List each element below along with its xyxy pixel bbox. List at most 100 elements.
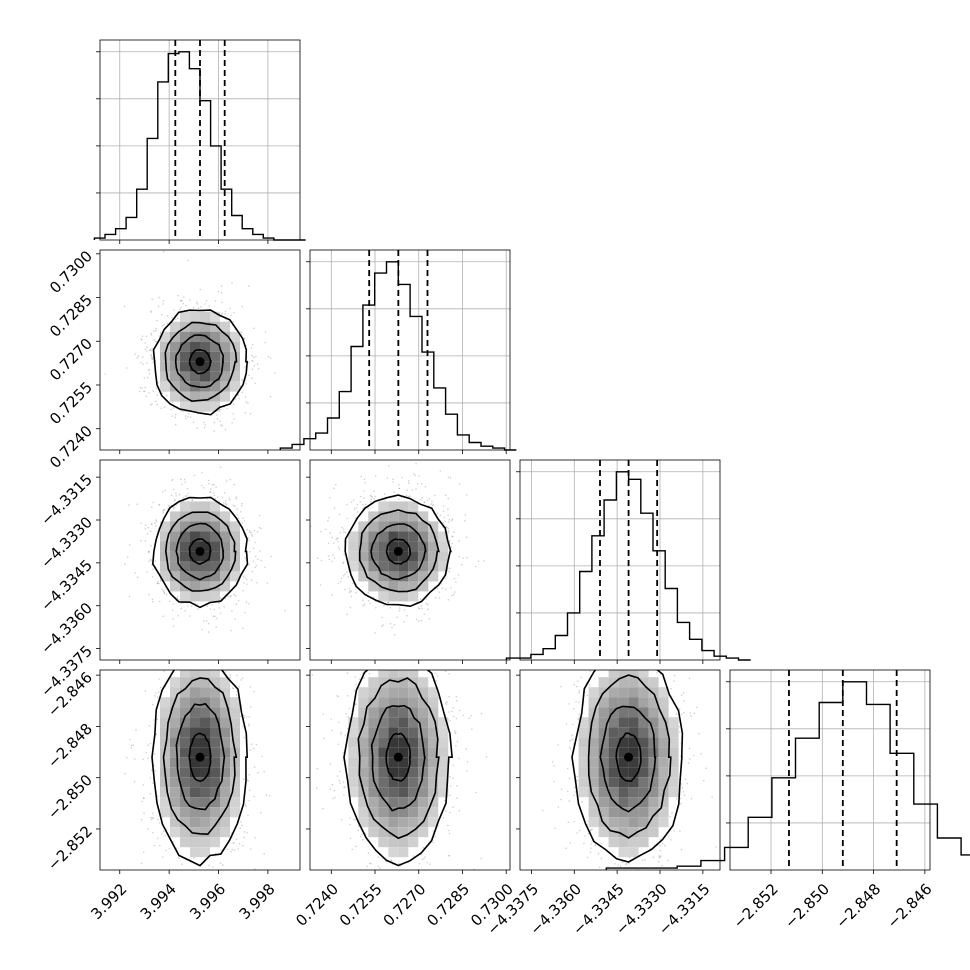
density-cell — [210, 757, 220, 768]
density-cell — [408, 581, 419, 592]
density-cell — [190, 777, 200, 788]
density-cell — [230, 381, 240, 392]
density-cell — [220, 531, 230, 542]
density-cell — [210, 571, 220, 582]
density-cell — [388, 727, 399, 738]
density-cell — [170, 521, 180, 532]
density-cell — [618, 837, 629, 848]
density-cell — [378, 551, 389, 562]
x-tick-label: 3.992 — [87, 880, 130, 923]
density-cell — [220, 817, 230, 828]
density-cell — [408, 551, 419, 562]
density-cell — [180, 837, 190, 848]
density-cell — [348, 777, 359, 788]
density-cell — [588, 757, 599, 768]
density-cell — [368, 571, 379, 582]
contour-line — [162, 677, 238, 836]
density-cell — [438, 531, 449, 542]
density-cell — [658, 767, 669, 778]
density-cell — [358, 697, 369, 708]
density-cell — [618, 767, 629, 778]
density-cell — [220, 757, 230, 768]
density-cell — [230, 571, 240, 582]
density-cell — [210, 797, 220, 808]
density-cell — [210, 341, 220, 352]
density-cell — [618, 747, 629, 758]
density-cell — [438, 541, 449, 552]
density-cell — [648, 707, 659, 718]
density-cell — [608, 797, 619, 808]
density-cell — [408, 717, 419, 728]
density-cell — [378, 797, 389, 808]
density-cell — [190, 401, 200, 412]
density-cell — [358, 747, 369, 758]
density-cell — [210, 787, 220, 798]
x-tick-label: −2.848 — [832, 880, 884, 932]
density-cell — [388, 677, 399, 688]
density-cell — [358, 541, 369, 552]
density-cell — [180, 401, 190, 412]
density-cell — [160, 787, 170, 798]
density-cell — [210, 331, 220, 342]
density-cell — [628, 747, 639, 758]
density-cell — [378, 807, 389, 818]
histogram-panel — [605, 669, 970, 874]
y-tick-label: −2.852 — [44, 822, 96, 874]
density-cell — [598, 797, 609, 808]
density-cell — [160, 797, 170, 808]
density-cell — [428, 531, 439, 542]
y-tick-label: 0.7285 — [46, 291, 96, 341]
density-cell — [220, 707, 230, 718]
density-cell — [638, 767, 649, 778]
density-cell — [210, 827, 220, 838]
density-cell — [398, 737, 409, 748]
density-cell — [398, 847, 409, 858]
density-cell — [190, 581, 200, 592]
density-cell — [588, 787, 599, 798]
density-cell — [180, 817, 190, 828]
density-cell — [200, 391, 210, 402]
density-cell — [638, 787, 649, 798]
contour-line — [175, 702, 226, 811]
density-cell — [170, 677, 180, 688]
density-cell — [638, 827, 649, 838]
density-cell — [638, 670, 649, 678]
density-cell — [200, 331, 210, 342]
density-cell — [210, 401, 220, 412]
density-cell — [578, 787, 589, 798]
density-cell — [648, 677, 659, 688]
density-cell — [160, 341, 170, 352]
density-cell — [378, 727, 389, 738]
density-cell — [418, 561, 429, 572]
density-cell — [398, 757, 409, 768]
density-cell — [220, 687, 230, 698]
density-cell — [638, 757, 649, 768]
density-cell — [668, 747, 679, 758]
density-cell — [200, 697, 210, 708]
density-cell — [200, 591, 210, 602]
density-cell — [658, 807, 669, 818]
density-cell — [190, 797, 200, 808]
density-cell — [618, 847, 629, 858]
density-cell — [210, 670, 220, 678]
panel-frame — [99, 39, 301, 241]
density-cell — [368, 687, 379, 698]
density-cell — [220, 717, 230, 728]
panel-frame — [519, 669, 721, 871]
contour-line — [587, 674, 672, 839]
density-cell — [438, 777, 449, 788]
density-cell — [220, 737, 230, 748]
density-cell — [408, 707, 419, 718]
density-cell — [210, 807, 220, 818]
density-cell — [190, 321, 200, 332]
density-cell — [210, 581, 220, 592]
density-cell — [358, 767, 369, 778]
density-cell — [210, 361, 220, 372]
density-cell — [200, 717, 210, 728]
density-cell — [378, 591, 389, 602]
y-tick-label: −2.848 — [44, 720, 96, 772]
density-cell — [418, 717, 429, 728]
density-cell — [170, 321, 180, 332]
density-cell — [408, 767, 419, 778]
density-cell — [368, 561, 379, 572]
